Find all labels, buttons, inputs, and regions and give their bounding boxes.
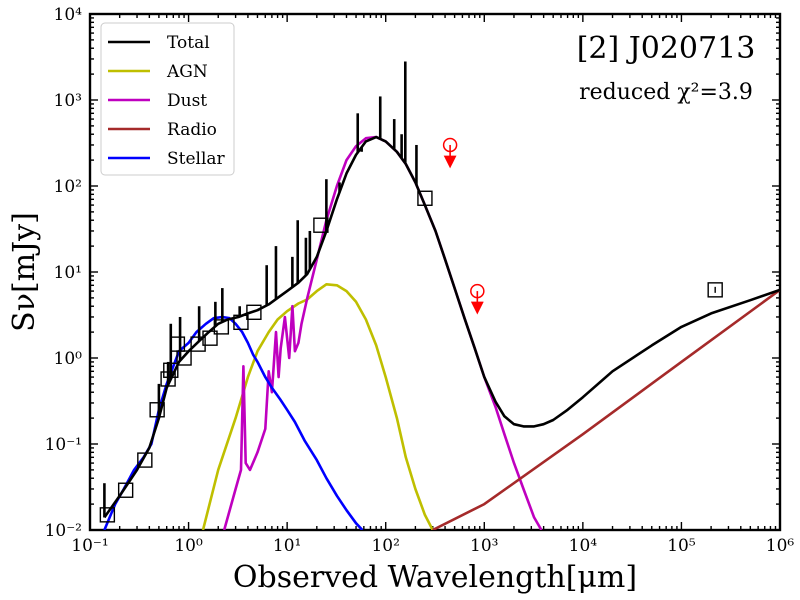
observation-point <box>190 336 206 352</box>
y-tick-label: 10⁻² <box>45 521 82 541</box>
observation-point <box>176 350 192 366</box>
x-tick-label: 10⁵ <box>667 536 696 556</box>
x-tick-label: 10³ <box>470 536 498 556</box>
observation-point <box>163 362 179 378</box>
observation-point <box>313 217 329 233</box>
observation-point <box>246 304 262 320</box>
series-total-line <box>103 135 780 519</box>
chart-title: [2] J020713 <box>577 31 756 66</box>
y-tick-label: 10⁰ <box>54 349 83 369</box>
y-tick-label: 10⁻¹ <box>45 435 82 455</box>
x-tick-label: 10⁰ <box>174 536 203 556</box>
observation-point <box>707 282 723 298</box>
y-tick-label: 10¹ <box>54 263 82 283</box>
observation-point <box>149 402 165 418</box>
observation-point <box>417 190 433 206</box>
y-tick-label: 10⁴ <box>54 5 83 25</box>
observation-point <box>117 482 134 498</box>
y-axis-label: Sν[mJy] <box>7 212 42 332</box>
legend-label-agn: AGN <box>166 62 208 82</box>
legend: Total AGN Dust Radio Stellar <box>100 22 235 176</box>
chart-subtitle: reduced χ²=3.9 <box>579 80 753 105</box>
observation-point <box>137 452 153 468</box>
legend-label-total: Total <box>167 33 210 53</box>
y-tick-label: 10² <box>54 177 82 197</box>
series-agn-line <box>201 282 434 530</box>
axis-ticks <box>89 13 781 531</box>
x-tick-label: 10⁻¹ <box>71 536 108 556</box>
x-tick-label: 10¹ <box>273 536 301 556</box>
x-tick-labels: 10⁻¹ 10⁰ 10¹ 10² 10³ 10⁴ 10⁵ 10⁶ <box>71 536 794 556</box>
series-radio-line <box>432 288 780 530</box>
x-tick-label: 10² <box>371 536 399 556</box>
observation-points <box>99 137 723 523</box>
x-tick-label: 10⁶ <box>766 536 795 556</box>
series-layer <box>103 61 780 530</box>
legend-label-stellar: Stellar <box>167 149 226 169</box>
legend-label-dust: Dust <box>167 91 207 111</box>
x-tick-label: 10⁴ <box>569 536 598 556</box>
observation-point <box>160 371 176 387</box>
observation-point <box>99 507 116 523</box>
y-tick-label: 10³ <box>54 91 82 111</box>
observation-point <box>202 330 218 346</box>
x-axis-label: Observed Wavelength[μm] <box>233 560 637 595</box>
observation-point <box>213 319 230 335</box>
series-dust-line <box>222 135 543 530</box>
legend-box <box>100 22 235 176</box>
y-tick-labels: 10⁻² 10⁻¹ 10⁰ 10¹ 10² 10³ 10⁴ <box>45 5 83 541</box>
legend-label-radio: Radio <box>167 120 217 140</box>
observation-point <box>233 314 249 331</box>
